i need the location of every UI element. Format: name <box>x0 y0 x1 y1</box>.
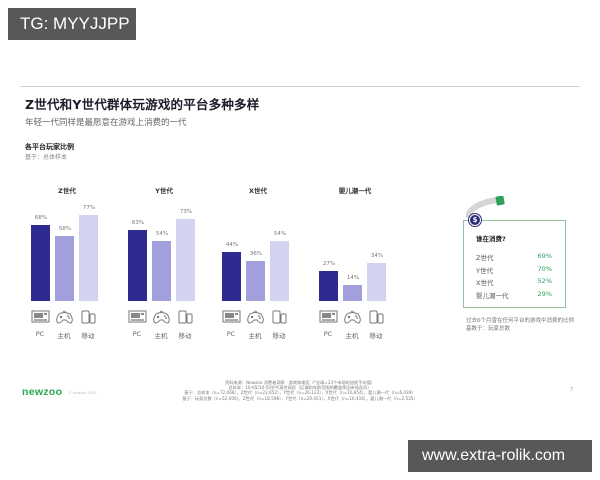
spending-row-value: 69% <box>537 252 552 260</box>
bar <box>343 285 362 301</box>
bar-value-label: 44% <box>225 242 239 248</box>
bar-value-label: 14% <box>346 275 360 281</box>
chart-base-note: 基于：总体样本 <box>25 154 68 161</box>
mobile-icon <box>176 309 195 324</box>
chart-title: 各平台玩家比例 <box>25 143 74 151</box>
spending-row: X世代 52% <box>476 277 558 287</box>
spending-note-base: 基数于：玩家总数 <box>466 326 511 332</box>
pc-icon <box>222 309 241 323</box>
bar <box>367 263 386 301</box>
spending-panel: 谁在消费? Z世代 69% Y世代 70% X世代 52% 婴儿潮一代 29% <box>463 220 566 308</box>
footnote-line: 资料来源：Newzoo 消费者洞察 · 游戏和电竞（*全球=33个市场的加权平均… <box>225 380 375 385</box>
platform-label: PC <box>226 330 236 338</box>
spending-row-value: 52% <box>537 277 552 285</box>
bar-value-label: 36% <box>249 251 263 257</box>
bar <box>246 261 265 301</box>
chart-group: Y世代 63% PC 54% 主机 73% 移动 <box>119 185 209 345</box>
banknote-icon <box>466 196 505 218</box>
page-title: Z世代和Y世代群体玩游戏的平台多种多样 <box>25 97 260 112</box>
group-title: Y世代 <box>155 187 173 195</box>
spending-row: Z世代 69% <box>476 252 558 262</box>
platform-label: 移动 <box>178 332 192 340</box>
watermark-bottom: www.extra-rolik.com <box>408 440 592 472</box>
mobile-icon <box>270 309 289 324</box>
platform-label: PC <box>323 330 333 338</box>
group-title: X世代 <box>248 187 267 195</box>
bar <box>152 241 171 301</box>
bar-value-label: 27% <box>322 261 336 267</box>
platform-label: 主机 <box>248 332 262 340</box>
mobile-icon <box>367 309 386 324</box>
chart-group: X世代 44% PC 36% 主机 54% 移动 <box>213 185 303 345</box>
bar-value-label: 63% <box>131 220 145 226</box>
page-number: 7 <box>570 387 574 393</box>
bar <box>222 252 241 301</box>
spending-row-label: X世代 <box>476 279 494 287</box>
bar <box>55 236 74 301</box>
gamepad-icon <box>55 309 74 324</box>
page-subtitle: 年轻一代同样是最愿意在游戏上消费的一代 <box>25 118 187 128</box>
newzoo-logo: newzoo <box>22 386 63 398</box>
bar <box>31 225 50 301</box>
footnote-line: 基于：玩家总数（n=52,000），Z世代（n=18,598），Y世代（n=20… <box>182 395 418 401</box>
footnote-line: 总样本：10-65/10-50岁代表性网民（区域和年龄范围的覆盖率因市场而异） <box>228 385 372 391</box>
pc-icon <box>31 309 50 323</box>
spending-note-desc: 过去6个月曾在任何平台的游戏中消费的比例 <box>466 318 575 324</box>
chart-group: 婴儿潮一代 27% PC 14% 主机 34% 移动 <box>310 185 400 345</box>
bar-value-label: 34% <box>370 253 384 259</box>
bar-value-label: 58% <box>58 226 72 232</box>
bar-value-label: 73% <box>179 209 193 215</box>
bar <box>79 215 98 301</box>
spending-row-label: 婴儿潮一代 <box>476 292 509 300</box>
pc-icon <box>128 309 147 323</box>
platform-label: 主机 <box>345 332 359 340</box>
gamepad-icon <box>152 309 171 324</box>
chart-group: Z世代 68% PC 58% 主机 77% 移动 <box>22 185 112 345</box>
footnote-line: 基于：总样本（n=72,068），Z世代（n=22,652），Y世代（n=26,… <box>184 390 416 396</box>
copyright: © Newzoo 2020 <box>68 391 97 395</box>
gamepad-icon <box>343 309 362 324</box>
spending-row-label: Z世代 <box>476 254 494 262</box>
spending-row: Y世代 70% <box>476 265 558 275</box>
platform-label: PC <box>132 330 142 338</box>
platform-label: 主机 <box>57 332 71 340</box>
platform-label: PC <box>35 330 45 338</box>
group-title: 婴儿潮一代 <box>338 187 372 195</box>
dollar-coin-icon: $ <box>469 214 481 226</box>
spending-note: 过去6个月曾在任何平台的游戏中消费的比例 基数于：玩家总数 <box>466 317 576 333</box>
watermark-top: TG: MYYJJPP <box>8 8 136 40</box>
bar <box>270 241 289 301</box>
spending-title: 谁在消费? <box>476 235 506 243</box>
bar-value-label: 68% <box>34 215 48 221</box>
platform-label: 移动 <box>369 332 383 340</box>
bar <box>319 271 338 301</box>
pc-icon <box>319 309 338 323</box>
spending-row-value: 70% <box>537 265 552 273</box>
spending-row: 婴儿潮一代 29% <box>476 290 558 300</box>
top-divider <box>20 86 580 87</box>
spending-row-label: Y世代 <box>476 267 493 275</box>
spending-row-value: 29% <box>537 290 552 298</box>
platform-label: 主机 <box>154 332 168 340</box>
source-footnote: 资料来源：Newzoo 消费者洞察 · 游戏和电竞（*全球=33个市场的加权平均… <box>150 380 450 401</box>
bar <box>128 230 147 301</box>
bar <box>176 219 195 301</box>
platform-label: 移动 <box>272 332 286 340</box>
bar-value-label: 54% <box>155 231 169 237</box>
bar-value-label: 77% <box>82 205 96 211</box>
bar-value-label: 54% <box>273 231 287 237</box>
gamepad-icon <box>246 309 265 324</box>
platform-label: 移动 <box>81 332 95 340</box>
mobile-icon <box>79 309 98 324</box>
group-title: Z世代 <box>58 187 76 195</box>
